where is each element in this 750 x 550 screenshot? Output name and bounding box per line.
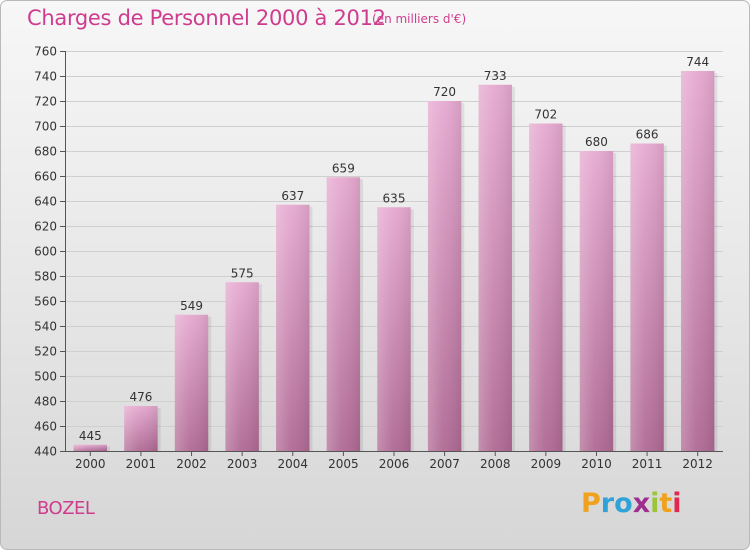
logo-letter: i xyxy=(672,488,682,519)
data-label: 476 xyxy=(129,390,152,404)
proxiti-logo: Proxiti xyxy=(581,488,682,519)
bar-highlight xyxy=(427,101,462,451)
data-label: 445 xyxy=(79,429,102,443)
y-tick-label: 600 xyxy=(34,245,57,259)
data-label: 702 xyxy=(534,108,557,122)
x-tick-label: 2011 xyxy=(632,457,663,471)
data-label: 635 xyxy=(383,191,406,205)
bar-highlight xyxy=(478,84,512,451)
bar-highlight xyxy=(326,177,361,451)
logo-letter: P xyxy=(581,488,601,519)
y-tick-label: 580 xyxy=(34,270,57,284)
chart-title: Charges de Personnel 2000 à 2012 xyxy=(27,6,386,30)
bar-highlight xyxy=(377,207,411,451)
data-label: 744 xyxy=(686,55,709,69)
x-tick-label: 2010 xyxy=(581,457,612,471)
logo-letter: x xyxy=(632,488,651,519)
y-tick-label: 560 xyxy=(34,295,57,309)
logo-letter: i xyxy=(650,488,660,519)
bar-highlight xyxy=(529,123,563,451)
x-tick-label: 2005 xyxy=(328,457,359,471)
labels: 440 460 480 500 520 540 560 580 600 620 640 660 680 7… xyxy=(34,45,713,472)
bar-highlight xyxy=(124,406,158,451)
x-tick-label: 2008 xyxy=(480,457,511,471)
y-tick-label: 720 xyxy=(34,95,57,109)
y-tick-label: 740 xyxy=(34,70,57,84)
data-label: 575 xyxy=(231,266,254,280)
y-tick-label: 700 xyxy=(34,120,57,134)
commune-name: BOZEL xyxy=(37,498,95,519)
bar-highlight xyxy=(276,204,310,451)
x-tick-label: 2003 xyxy=(227,457,258,471)
logo-letter: o xyxy=(614,488,633,519)
bar-highlight xyxy=(579,151,614,451)
y-tick-label: 620 xyxy=(34,220,57,234)
y-tick-label: 440 xyxy=(34,445,57,459)
axes xyxy=(60,51,723,456)
data-label: 686 xyxy=(636,128,659,142)
bar-highlight xyxy=(73,444,108,451)
bar-highlight xyxy=(174,314,209,451)
y-tick-label: 680 xyxy=(34,145,57,159)
x-tick-label: 2004 xyxy=(277,457,308,471)
y-tick-label: 520 xyxy=(34,345,57,359)
bar-highlight xyxy=(630,143,664,451)
x-tick-label: 2000 xyxy=(75,457,106,471)
logo-letter: r xyxy=(600,488,615,519)
x-tick-label: 2006 xyxy=(379,457,410,471)
y-tick-label: 760 xyxy=(34,45,57,59)
x-tick-label: 2009 xyxy=(531,457,562,471)
x-tick-label: 2012 xyxy=(682,457,713,471)
y-tick-label: 460 xyxy=(34,420,57,434)
y-tick-label: 540 xyxy=(34,320,57,334)
data-label: 637 xyxy=(281,189,304,203)
x-tick-label: 2002 xyxy=(176,457,207,471)
data-label: 549 xyxy=(180,299,203,313)
data-label: 720 xyxy=(433,85,456,99)
bars xyxy=(73,71,718,451)
y-tick-label: 500 xyxy=(34,370,57,384)
data-label: 659 xyxy=(332,161,355,175)
y-tick-label: 480 xyxy=(34,395,57,409)
data-label: 733 xyxy=(484,69,507,83)
chart-subtitle: (en milliers d'€) xyxy=(372,12,467,26)
bar-highlight xyxy=(225,282,259,451)
y-tick-label: 640 xyxy=(34,195,57,209)
logo-letter: t xyxy=(659,488,673,519)
x-tick-label: 2007 xyxy=(429,457,460,471)
y-tick-label: 660 xyxy=(34,170,57,184)
x-tick-label: 2001 xyxy=(126,457,157,471)
data-label: 680 xyxy=(585,135,608,149)
bar-highlight xyxy=(680,71,715,451)
